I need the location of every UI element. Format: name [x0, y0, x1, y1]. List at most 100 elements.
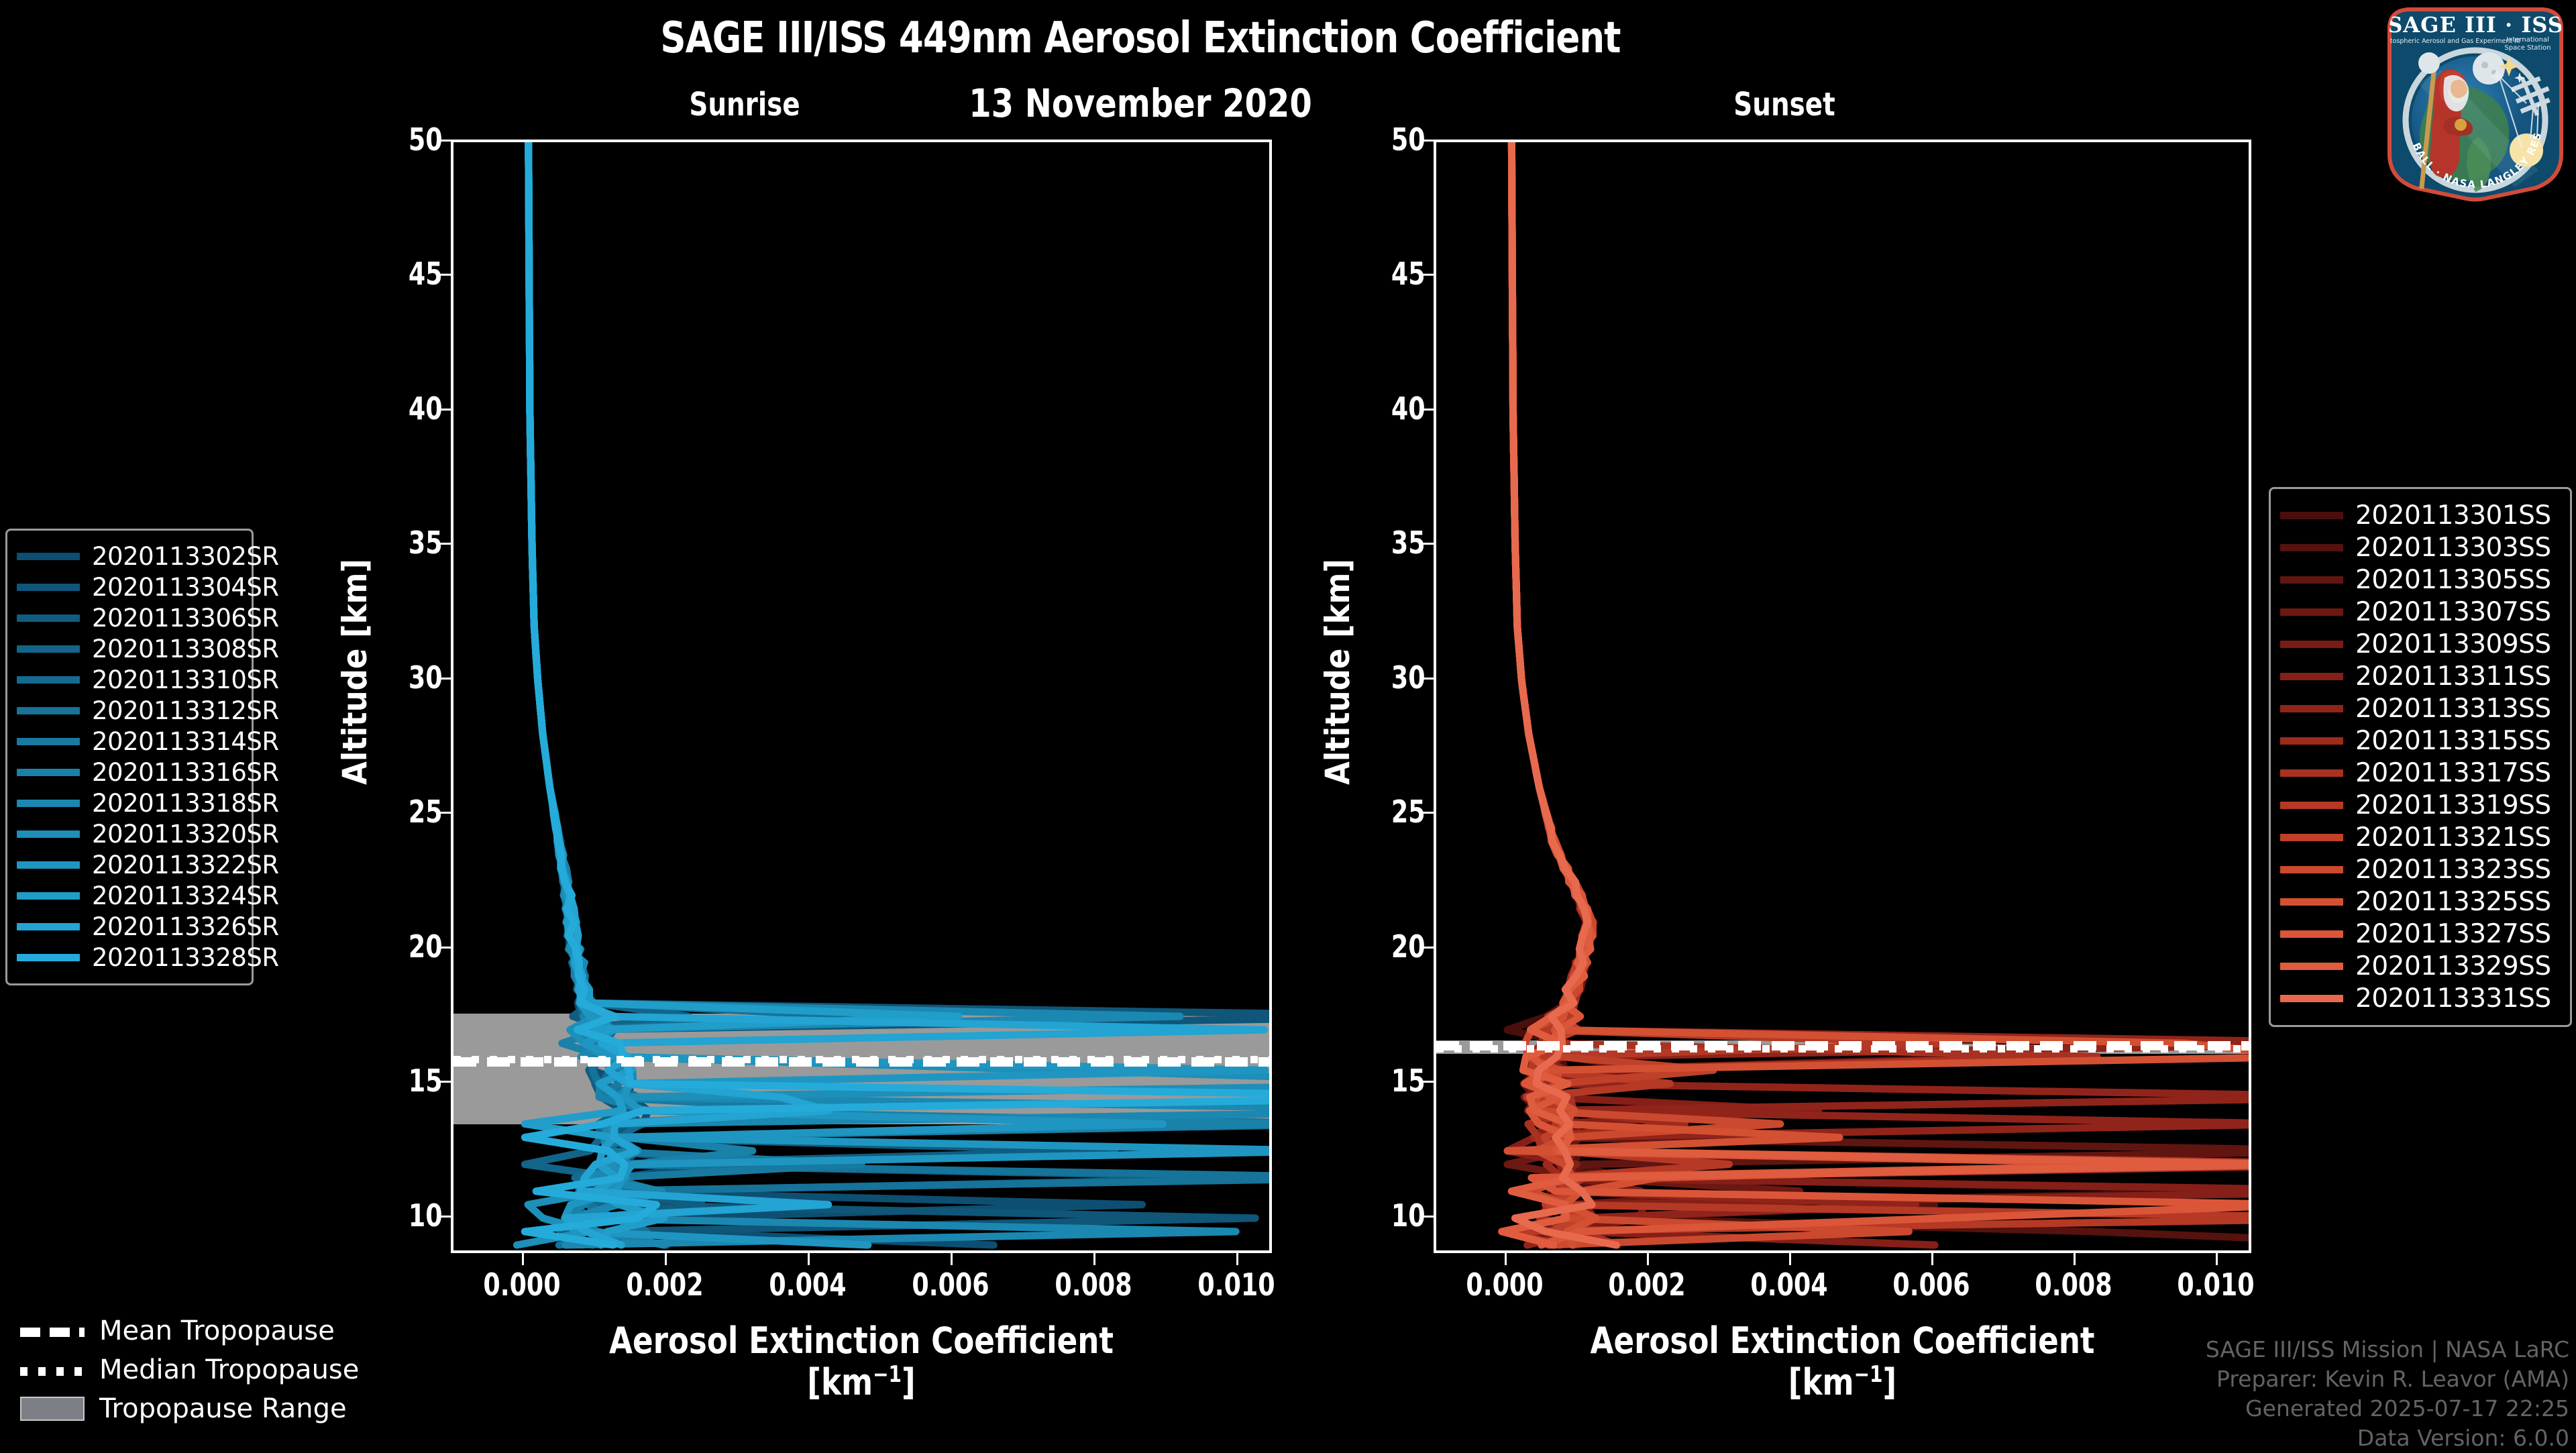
profile-line — [525, 142, 1269, 1249]
legend-item[interactable]: 2020113306SR — [17, 604, 279, 633]
legend-color-swatch — [2280, 963, 2343, 970]
legend-item-label: 2020113326SR — [92, 912, 279, 941]
legend-item[interactable]: 2020113303SS — [2280, 533, 2558, 563]
y-tick-mark — [439, 274, 451, 276]
x-tick-mark — [1236, 1253, 1238, 1265]
legend-item[interactable]: 2020113311SS — [2280, 661, 2558, 692]
legend-item-label: 2020113316SR — [92, 758, 279, 787]
legend-color-swatch — [17, 707, 80, 714]
tropopause-legend-key-band — [20, 1397, 85, 1421]
legend-item[interactable]: 2020113318SR — [17, 789, 279, 818]
legend-item[interactable]: 2020113324SR — [17, 881, 279, 910]
legend-item-label: 2020113308SR — [92, 635, 279, 663]
legend-item[interactable]: 2020113308SR — [17, 635, 279, 663]
legend-item-label: 2020113313SS — [2355, 694, 2551, 724]
y-tick-mark — [1421, 1215, 1434, 1218]
legend-item[interactable]: 2020113304SR — [17, 573, 279, 602]
legend-item[interactable]: 2020113312SR — [17, 696, 279, 725]
x-tick-label: 0.002 — [1608, 1267, 1686, 1303]
y-tick-label: 25 — [409, 794, 443, 830]
legend-color-swatch — [17, 830, 80, 838]
legend-item-label: 2020113318SR — [92, 789, 279, 818]
y-tick-label: 30 — [1391, 659, 1426, 696]
legend-item[interactable]: 2020113301SS — [2280, 500, 2558, 531]
legend-item[interactable]: 2020113325SS — [2280, 887, 2558, 917]
legend-color-swatch — [17, 584, 80, 591]
y-tick-label: 40 — [409, 390, 443, 427]
x-tick-label: 0.000 — [483, 1267, 561, 1303]
x-tick-mark — [1789, 1253, 1791, 1265]
legend-item-label: 2020113327SS — [2355, 919, 2551, 949]
legend-color-swatch — [17, 861, 80, 869]
legend-item-label: 2020113328SR — [92, 943, 279, 972]
legend-item[interactable]: 2020113307SS — [2280, 597, 2558, 627]
legend-item[interactable]: 2020113316SR — [17, 758, 279, 787]
legend-item[interactable]: 2020113313SS — [2280, 694, 2558, 724]
median-tropopause-line — [1436, 1045, 2249, 1053]
x-tick-label: 0.002 — [626, 1267, 704, 1303]
svg-text:SAGE III · ISS: SAGE III · ISS — [2387, 12, 2564, 38]
y-tick-label: 50 — [409, 121, 443, 158]
sunset-series-legend[interactable]: 2020113301SS 2020113303SS 2020113305SS 2020… — [2269, 487, 2572, 1027]
legend-item[interactable]: 2020113315SS — [2280, 726, 2558, 756]
y-tick-label: 50 — [1391, 121, 1426, 158]
x-tick-mark — [951, 1253, 953, 1265]
sunrise-series-legend[interactable]: 2020113302SR 2020113304SR 2020113306SR 2020… — [5, 529, 279, 985]
median-tropopause-line — [453, 1056, 1269, 1064]
x-tick-label: 0.010 — [1197, 1267, 1275, 1303]
x-tick-label: 0.010 — [2177, 1267, 2255, 1303]
legend-item[interactable]: 2020113317SS — [2280, 758, 2558, 788]
y-tick-label: 10 — [1391, 1197, 1426, 1234]
sunset-x-axis-ticks: 0.000 0.002 0.004 0.006 0.008 0.010 — [1434, 1267, 2255, 1307]
y-tick-label: 40 — [1391, 390, 1426, 427]
legend-item[interactable]: 2020113320SR — [17, 820, 279, 849]
sunrise-plot-canvas — [453, 142, 1269, 1250]
legend-color-swatch — [17, 892, 80, 900]
sunrise-y-axis-label: Altitude [km] — [335, 559, 374, 785]
legend-item[interactable]: 2020113326SR — [17, 912, 279, 941]
legend-item[interactable]: 2020113314SR — [17, 727, 279, 756]
tropopause-legend-key-dotted — [20, 1367, 85, 1376]
legend-item[interactable]: 2020113322SR — [17, 851, 279, 879]
y-tick-mark — [1421, 408, 1434, 411]
x-tick-mark — [2216, 1253, 2218, 1265]
legend-color-swatch — [2280, 705, 2343, 712]
legend-item-label: 2020113322SR — [92, 851, 279, 879]
y-tick-mark — [439, 946, 451, 949]
legend-item-label: 2020113315SS — [2355, 726, 2551, 756]
legend-item[interactable]: 2020113305SS — [2280, 565, 2558, 595]
y-tick-mark — [439, 677, 451, 680]
y-tick-mark — [439, 408, 451, 411]
legend-item-label: 2020113317SS — [2355, 758, 2551, 788]
legend-item[interactable]: 2020113329SS — [2280, 951, 2558, 981]
legend-item-label: 2020113323SS — [2355, 855, 2551, 885]
legend-item-label: 2020113305SS — [2355, 565, 2551, 595]
sunset-x-axis-units: [km−1] — [1788, 1361, 1897, 1404]
y-tick-label: 20 — [409, 928, 443, 965]
sunset-x-axis-label: Aerosol Extinction Coefficient [km−1] — [1462, 1320, 2223, 1403]
legend-item[interactable]: 2020113309SS — [2280, 629, 2558, 659]
legend-item[interactable]: 2020113302SR — [17, 542, 279, 571]
x-tick-label: 0.000 — [1466, 1267, 1544, 1303]
legend-item[interactable]: 2020113323SS — [2280, 855, 2558, 885]
legend-item-label: 2020113331SS — [2355, 983, 2551, 1014]
legend-color-swatch — [17, 954, 80, 961]
legend-color-swatch — [17, 614, 80, 622]
y-tick-label: 35 — [409, 525, 443, 561]
page-title: SAGE III/ISS 449nm Aerosol Extinction Co… — [660, 13, 1621, 63]
legend-item-label: 2020113320SR — [92, 820, 279, 849]
x-tick-mark — [665, 1253, 667, 1265]
legend-item[interactable]: 2020113328SR — [17, 943, 279, 972]
legend-item[interactable]: 2020113321SS — [2280, 822, 2558, 853]
svg-text:International: International — [2506, 36, 2549, 44]
legend-item[interactable]: 2020113319SS — [2280, 790, 2558, 820]
legend-item[interactable]: 2020113327SS — [2280, 919, 2558, 949]
y-tick-mark — [439, 543, 451, 545]
legend-item[interactable]: 2020113331SS — [2280, 983, 2558, 1014]
sunrise-x-axis-ticks: 0.000 0.002 0.004 0.006 0.008 0.010 — [451, 1267, 1275, 1307]
legend-item[interactable]: 2020113310SR — [17, 665, 279, 694]
y-tick-label: 15 — [409, 1063, 443, 1099]
y-tick-mark — [439, 140, 451, 142]
legend-color-swatch — [2280, 576, 2343, 584]
legend-item-label: 2020113309SS — [2355, 629, 2551, 659]
